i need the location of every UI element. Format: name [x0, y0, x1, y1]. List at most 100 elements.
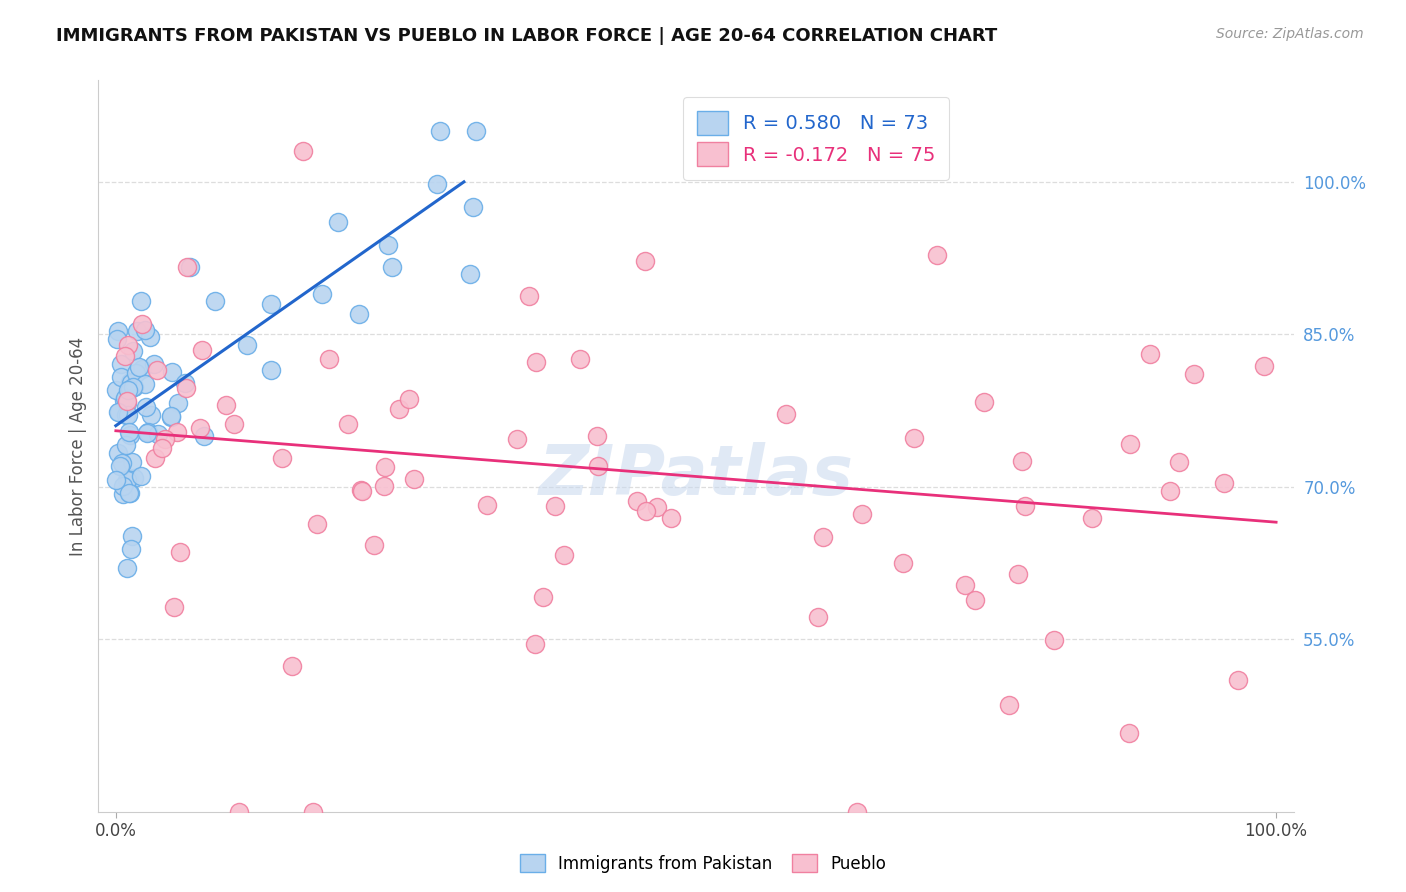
Point — [998, 698, 1021, 712]
Point — [121, 376, 143, 391]
Point — [903, 431, 925, 445]
Point — [526, 355, 548, 369]
Point — [659, 511, 682, 525]
Point — [136, 426, 159, 441]
Point — [259, 362, 281, 376]
Point — [121, 528, 143, 542]
Point — [426, 177, 449, 191]
Point — [142, 357, 165, 371]
Point — [117, 425, 139, 439]
Point — [107, 332, 129, 346]
Point — [122, 471, 145, 485]
Point — [1159, 484, 1181, 499]
Point — [586, 429, 609, 443]
Point — [134, 323, 156, 337]
Point — [458, 267, 481, 281]
Point — [336, 417, 359, 431]
Point — [463, 200, 485, 214]
Y-axis label: In Labor Force | Age 20-64: In Labor Force | Age 20-64 — [69, 336, 87, 556]
Point — [118, 375, 141, 389]
Point — [112, 393, 135, 408]
Point — [191, 343, 214, 357]
Point — [228, 805, 250, 819]
Point — [179, 260, 201, 274]
Point — [176, 260, 198, 274]
Point — [150, 441, 173, 455]
Point — [129, 469, 152, 483]
Point — [236, 338, 259, 352]
Point — [398, 392, 420, 407]
Point — [1118, 437, 1140, 451]
Point — [1227, 673, 1250, 687]
Point — [645, 500, 668, 514]
Point — [108, 405, 131, 419]
Point — [135, 401, 157, 415]
Point — [163, 600, 186, 615]
Point — [1011, 454, 1033, 468]
Point — [174, 376, 197, 391]
Legend: R = 0.580   N = 73, R = -0.172   N = 75: R = 0.580 N = 73, R = -0.172 N = 75 — [683, 97, 949, 180]
Point — [388, 402, 411, 417]
Point — [120, 541, 142, 556]
Point — [166, 425, 188, 440]
Point — [1213, 475, 1236, 490]
Point — [301, 805, 323, 819]
Point — [110, 370, 132, 384]
Point — [292, 145, 315, 159]
Point — [139, 409, 162, 423]
Point — [1182, 367, 1205, 381]
Point — [131, 317, 153, 331]
Point — [1118, 725, 1140, 739]
Point — [851, 507, 873, 521]
Point — [1168, 455, 1191, 469]
Point — [193, 429, 215, 443]
Point — [131, 362, 153, 376]
Point — [176, 381, 198, 395]
Point — [553, 548, 575, 562]
Point — [139, 330, 162, 344]
Point — [373, 478, 395, 492]
Point — [568, 352, 591, 367]
Point — [128, 359, 150, 374]
Point — [586, 459, 609, 474]
Point — [153, 432, 176, 446]
Legend: Immigrants from Pakistan, Pueblo: Immigrants from Pakistan, Pueblo — [513, 847, 893, 880]
Text: IMMIGRANTS FROM PAKISTAN VS PUEBLO IN LABOR FORCE | AGE 20-64 CORRELATION CHART: IMMIGRANTS FROM PAKISTAN VS PUEBLO IN LA… — [56, 27, 997, 45]
Point — [114, 392, 136, 406]
Point — [953, 578, 976, 592]
Point — [160, 366, 183, 380]
Point — [326, 215, 349, 229]
Point — [115, 396, 138, 410]
Point — [115, 394, 138, 409]
Point — [305, 517, 328, 532]
Point — [271, 451, 294, 466]
Point — [114, 349, 136, 363]
Point — [224, 417, 246, 432]
Point — [318, 351, 340, 366]
Point — [352, 484, 374, 499]
Point — [363, 538, 385, 552]
Point — [636, 504, 658, 518]
Point — [146, 426, 169, 441]
Point — [117, 408, 139, 422]
Point — [846, 805, 869, 819]
Point — [349, 308, 371, 322]
Point — [1007, 567, 1029, 582]
Point — [115, 437, 138, 451]
Point — [377, 238, 399, 252]
Point — [131, 293, 153, 308]
Point — [120, 486, 142, 500]
Point — [1139, 347, 1161, 361]
Point — [110, 458, 132, 473]
Point — [121, 455, 143, 469]
Point — [1014, 499, 1036, 513]
Point — [973, 394, 995, 409]
Point — [107, 446, 129, 460]
Point — [124, 380, 146, 394]
Point — [122, 344, 145, 359]
Point — [107, 324, 129, 338]
Point — [626, 494, 648, 508]
Point — [465, 124, 488, 138]
Point — [146, 363, 169, 377]
Point — [160, 410, 183, 425]
